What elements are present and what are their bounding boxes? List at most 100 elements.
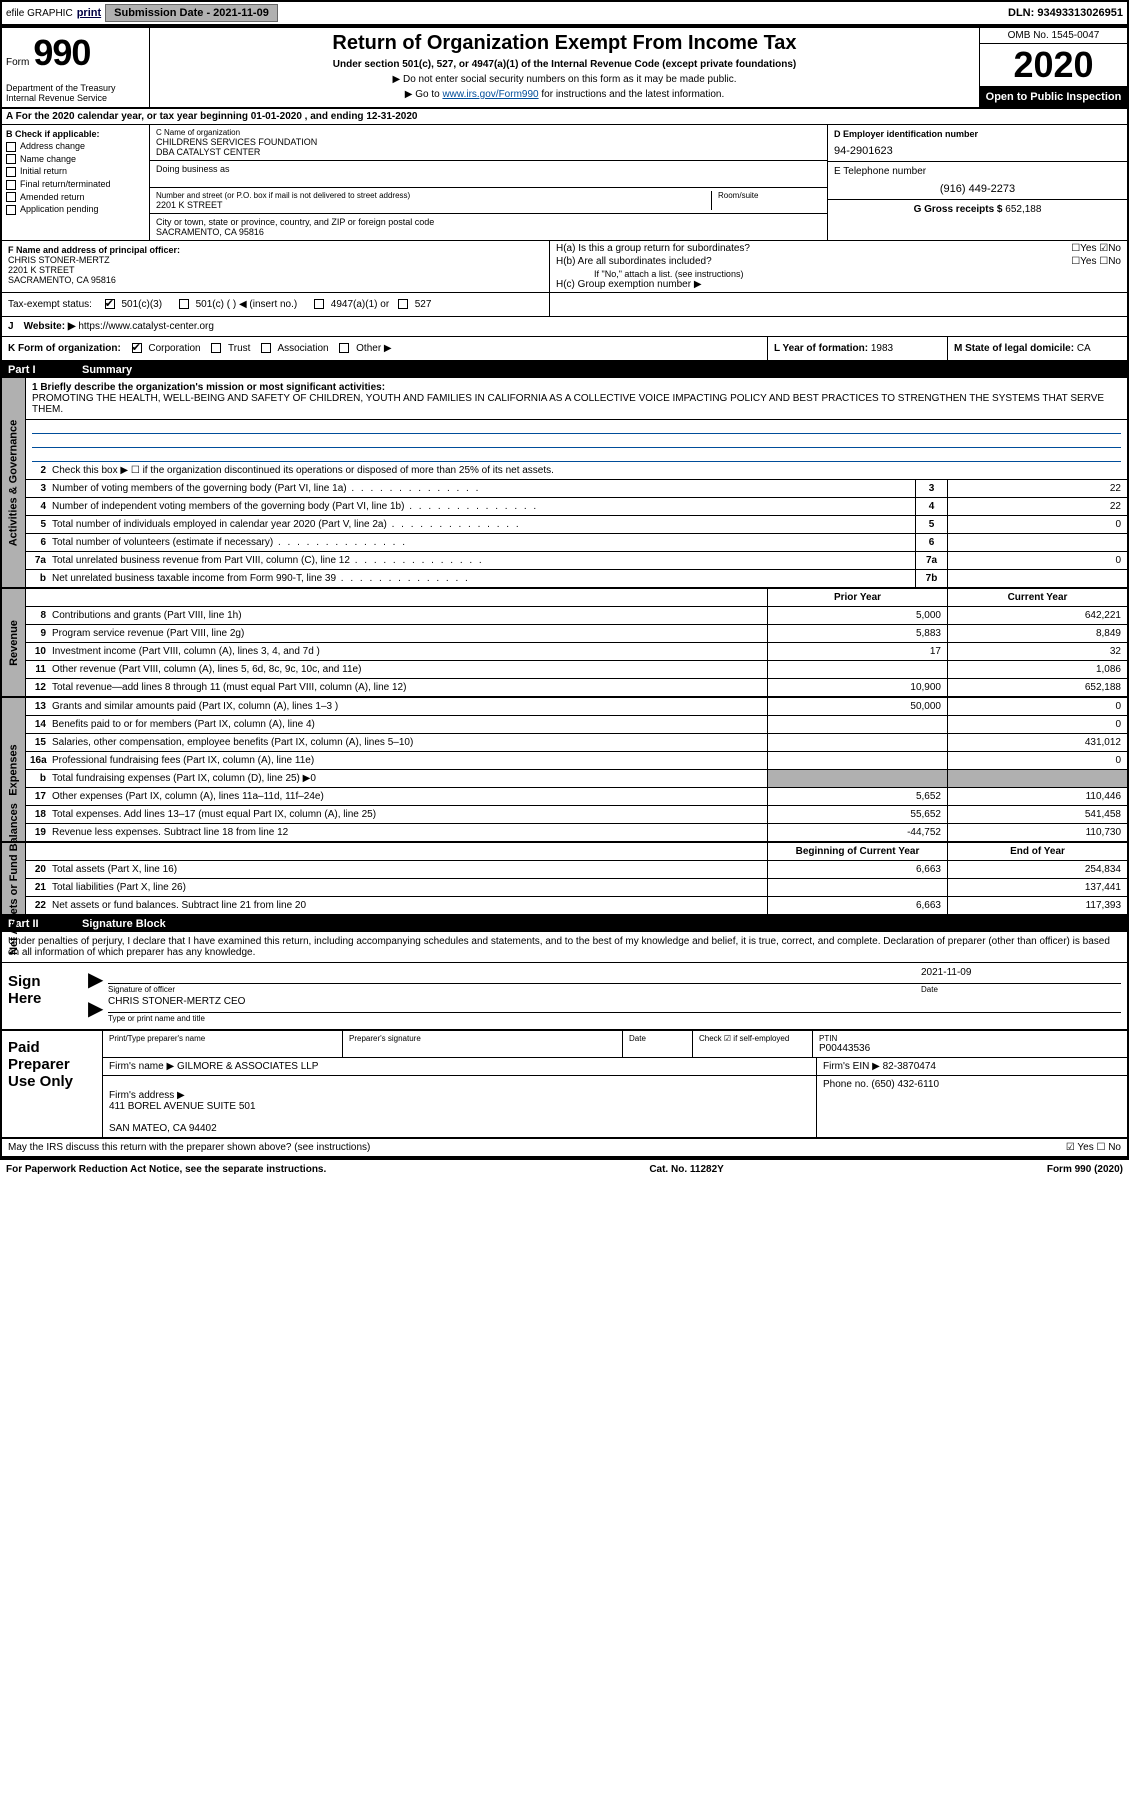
ein-value: 94-2901623 bbox=[834, 145, 1121, 157]
form-word: Form bbox=[6, 57, 29, 68]
officer-name: CHRIS STONER-MERTZ bbox=[8, 255, 543, 265]
chk-initial: Initial return bbox=[20, 166, 67, 176]
irs-link[interactable]: www.irs.gov/Form990 bbox=[442, 89, 538, 100]
efile-label: efile GRAPHIC bbox=[6, 8, 73, 19]
paid-ptin: P00443536 bbox=[819, 1043, 870, 1054]
phone-box: E Telephone number (916) 449-2273 bbox=[828, 162, 1127, 200]
omb: OMB No. 1545-0047 bbox=[980, 28, 1127, 44]
year-formation: L Year of formation: 1983 bbox=[767, 337, 947, 360]
gov-row: 6 Total number of volunteers (estimate i… bbox=[26, 534, 1127, 552]
addr-box: Number and street (or P.O. box if mail i… bbox=[150, 188, 827, 214]
footer-mid: Cat. No. 11282Y bbox=[649, 1164, 723, 1175]
form-head-left: Form 990 Department of the Treasury Inte… bbox=[2, 28, 150, 107]
org-name: CHILDRENS SERVICES FOUNDATION DBA CATALY… bbox=[156, 137, 821, 157]
org-address: 2201 K STREET bbox=[156, 200, 711, 210]
data-row: 11 Other revenue (Part VIII, column (A),… bbox=[26, 661, 1127, 679]
data-row: b Total fundraising expenses (Part IX, c… bbox=[26, 770, 1127, 788]
gross-box: G Gross receipts $ 652,188 bbox=[828, 200, 1127, 219]
tax-year-row: A For the 2020 calendar year, or tax yea… bbox=[2, 109, 1127, 125]
tax-year: 2020 bbox=[980, 44, 1127, 87]
data-row: 19 Revenue less expenses. Subtract line … bbox=[26, 824, 1127, 841]
gov-row: 3 Number of voting members of the govern… bbox=[26, 480, 1127, 498]
paid-date-lbl: Date bbox=[629, 1034, 686, 1043]
website-value: https://www.catalyst-center.org bbox=[78, 321, 214, 332]
data-row: 21 Total liabilities (Part X, line 26) 1… bbox=[26, 879, 1127, 897]
chk-name-change: Name change bbox=[20, 154, 76, 164]
colb-header: B Check if applicable: bbox=[6, 129, 145, 139]
paid-addr-lbl: Firm's address ▶ bbox=[109, 1090, 185, 1101]
principal-officer: F Name and address of principal officer:… bbox=[2, 241, 550, 292]
form-number: 990 bbox=[33, 32, 90, 74]
dba-box: Doing business as bbox=[150, 161, 827, 188]
data-row: 13 Grants and similar amounts paid (Part… bbox=[26, 698, 1127, 716]
paid-ein: 82-3870474 bbox=[883, 1061, 936, 1072]
paid-ptin-lbl: PTIN bbox=[819, 1034, 1121, 1043]
form-subtitle: Under section 501(c), 527, or 4947(a)(1)… bbox=[156, 59, 973, 70]
paid-check-lbl: Check ☑ if self-employed bbox=[693, 1031, 813, 1057]
begin-year-header: Beginning of Current Year bbox=[767, 843, 947, 860]
current-year-header: Current Year bbox=[947, 589, 1127, 606]
room-label: Room/suite bbox=[718, 191, 821, 200]
dept-label: Department of the Treasury Internal Reve… bbox=[6, 83, 145, 103]
officer-addr: 2201 K STREET SACRAMENTO, CA 95816 bbox=[8, 265, 543, 285]
data-row: 17 Other expenses (Part IX, column (A), … bbox=[26, 788, 1127, 806]
submission-date-btn[interactable]: Submission Date - 2021-11-09 bbox=[105, 4, 278, 22]
tab-activities: Activities & Governance bbox=[2, 378, 26, 587]
sig-date-lbl: Date bbox=[921, 983, 1121, 994]
h-ifno: If "No," attach a list. (see instruction… bbox=[556, 269, 1121, 279]
org-name-box: C Name of organization CHILDRENS SERVICE… bbox=[150, 125, 827, 161]
open-public: Open to Public Inspection bbox=[980, 87, 1127, 107]
print-link[interactable]: print bbox=[77, 7, 101, 19]
signature-declaration: Under penalties of perjury, I declare th… bbox=[2, 932, 1127, 963]
chk-app-pending: Application pending bbox=[20, 204, 99, 214]
data-row: 18 Total expenses. Add lines 13–17 (must… bbox=[26, 806, 1127, 824]
footer-left: For Paperwork Reduction Act Notice, see … bbox=[6, 1164, 326, 1175]
hb-label: H(b) Are all subordinates included? bbox=[556, 256, 1011, 267]
end-year-header: End of Year bbox=[947, 843, 1127, 860]
dln: DLN: 93493313026951 bbox=[1008, 7, 1123, 19]
hb-yesno: ☐Yes ☐No bbox=[1011, 256, 1121, 267]
data-row: 12 Total revenue—add lines 8 through 11 … bbox=[26, 679, 1127, 696]
page-footer: For Paperwork Reduction Act Notice, see … bbox=[0, 1159, 1129, 1179]
paid-firm: GILMORE & ASSOCIATES LLP bbox=[177, 1061, 319, 1072]
paid-phone-lbl: Phone no. bbox=[823, 1079, 871, 1090]
chk-amended: Amended return bbox=[20, 192, 85, 202]
hc-label: H(c) Group exemption number ▶ bbox=[556, 279, 1121, 290]
part-i-header: Part I Summary bbox=[2, 362, 1127, 378]
paid-addr: 411 BOREL AVENUE SUITE 501 SAN MATEO, CA… bbox=[109, 1101, 256, 1134]
col-b: B Check if applicable: Address change Na… bbox=[2, 125, 150, 240]
phone-value: (916) 449-2273 bbox=[834, 183, 1121, 195]
footer-right: Form 990 (2020) bbox=[1047, 1164, 1123, 1175]
chk-addr-change: Address change bbox=[20, 141, 85, 151]
chk-final: Final return/terminated bbox=[20, 179, 111, 189]
topbar: efile GRAPHIC print Submission Date - 20… bbox=[0, 0, 1129, 26]
tab-net-assets: Net Assets or Fund Balances bbox=[2, 843, 26, 914]
tax-exempt-status: Tax-exempt status: 501(c)(3) 501(c) ( ) … bbox=[2, 293, 550, 316]
form-line2: ▶ Go to www.irs.gov/Form990 for instruct… bbox=[156, 89, 973, 100]
irs-discuss-yn: ☑ Yes ☐ No bbox=[1066, 1142, 1121, 1153]
data-row: 16a Professional fundraising fees (Part … bbox=[26, 752, 1127, 770]
paid-sig-lbl: Preparer's signature bbox=[349, 1034, 616, 1043]
form-head-center: Return of Organization Exempt From Incom… bbox=[150, 28, 979, 107]
ha-label: H(a) Is this a group return for subordin… bbox=[556, 243, 1011, 254]
form-head-right: OMB No. 1545-0047 2020 Open to Public In… bbox=[979, 28, 1127, 107]
sig-date: 2021-11-09 bbox=[921, 967, 1121, 983]
gov-row: 4 Number of independent voting members o… bbox=[26, 498, 1127, 516]
mission-text: PROMOTING THE HEALTH, WELL-BEING AND SAF… bbox=[32, 393, 1121, 415]
gross-value: 652,188 bbox=[1005, 204, 1041, 215]
gov-row: b Net unrelated business taxable income … bbox=[26, 570, 1127, 587]
paid-phone: (650) 432-6110 bbox=[871, 1079, 939, 1090]
line2-label: Check this box ▶ ☐ if the organization d… bbox=[50, 462, 1127, 479]
data-row: 14 Benefits paid to or for members (Part… bbox=[26, 716, 1127, 734]
sig-officer-lbl: Signature of officer bbox=[108, 983, 921, 994]
gov-row: 7a Total unrelated business revenue from… bbox=[26, 552, 1127, 570]
ein-box: D Employer identification number 94-2901… bbox=[828, 125, 1127, 162]
city-box: City or town, state or province, country… bbox=[150, 214, 827, 240]
paid-preparer-label: Paid Preparer Use Only bbox=[2, 1031, 102, 1137]
name-title-lbl: Type or print name and title bbox=[108, 1012, 1121, 1023]
gov-row: 5 Total number of individuals employed i… bbox=[26, 516, 1127, 534]
data-row: 15 Salaries, other compensation, employe… bbox=[26, 734, 1127, 752]
form-title: Return of Organization Exempt From Incom… bbox=[156, 32, 973, 55]
form-body: Form 990 Department of the Treasury Inte… bbox=[0, 26, 1129, 1159]
sign-here-label: Sign Here bbox=[2, 963, 82, 1029]
